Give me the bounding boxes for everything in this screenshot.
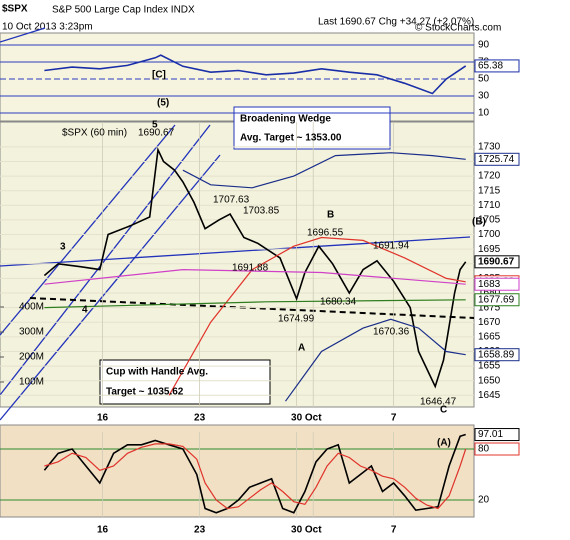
price-label: 1674.99 xyxy=(278,314,315,325)
last-value-label: 97.01 xyxy=(478,429,503,440)
annotation: Cup with Handle Avg. xyxy=(106,367,208,378)
last-value-box xyxy=(474,255,520,269)
last-value-label: 80 xyxy=(478,444,490,455)
last-value-box xyxy=(474,277,520,291)
wedge-box xyxy=(233,106,391,150)
last-price: Last 1690.67 Chg +34.27 (+2.07%) xyxy=(318,17,474,28)
annotation: 5 xyxy=(152,120,158,131)
annotation: C xyxy=(440,405,447,416)
annotation: (5) xyxy=(157,98,169,109)
y2-tick-label: 100M xyxy=(19,377,44,388)
last-value-box xyxy=(474,59,520,73)
annotation: 4 xyxy=(82,305,88,316)
last-value-label: 1725.74 xyxy=(478,154,515,165)
y-tick-label: 10 xyxy=(478,108,490,119)
y-tick-label: 1720 xyxy=(478,171,501,182)
y-tick-label: 1715 xyxy=(478,185,501,196)
x-tick-label: 23 xyxy=(194,525,206,536)
source: © StockCharts.com xyxy=(415,23,501,34)
x-tick-label: 7 xyxy=(391,413,397,424)
x-tick-label: 16 xyxy=(97,413,109,424)
price-label: 1696.55 xyxy=(307,228,344,239)
annotation: Avg. Target ~ 1353.00 xyxy=(240,133,342,144)
last-value-label: 1690.67 xyxy=(478,256,515,267)
series-line xyxy=(44,443,467,510)
last-value-label: 1658.89 xyxy=(478,349,515,360)
x-tick-label: Oct xyxy=(305,413,322,424)
y-tick-label: 1680 xyxy=(478,288,501,299)
last-value-box xyxy=(474,293,520,307)
annotation: [C] xyxy=(152,70,166,81)
y-tick-label: 50 xyxy=(478,74,490,85)
legend-label: $SPX (60 min) xyxy=(62,128,127,139)
index-name: S&P 500 Large Cap Index INDX xyxy=(52,5,195,16)
y-tick-label: 1665 xyxy=(478,331,501,342)
legend-value: 1690.67 xyxy=(138,128,175,139)
datetime: 10 Oct 2013 3:23pm xyxy=(2,22,93,33)
x-tick-label: Oct xyxy=(305,525,322,536)
cup-box xyxy=(99,359,271,405)
oscillator-panel xyxy=(0,424,475,518)
y-tick-label: 30 xyxy=(478,91,490,102)
last-value-box xyxy=(474,428,520,442)
series-line xyxy=(182,152,466,189)
y-tick-label: 1670 xyxy=(478,317,501,328)
x-tick-label: 16 xyxy=(97,525,109,536)
y-tick-label: 1655 xyxy=(478,361,501,372)
symbol: $SPX xyxy=(2,4,28,15)
y-tick-label: 1695 xyxy=(478,244,501,255)
y-tick-label: 20 xyxy=(478,495,490,506)
y-tick-label: 1645 xyxy=(478,390,501,401)
price-label: 1646.47 xyxy=(420,397,457,408)
last-value-label: 1683 xyxy=(478,279,501,290)
annotation: (A) xyxy=(437,438,451,449)
x-tick-label: 30 xyxy=(291,525,303,536)
y-tick-label: 90 xyxy=(478,40,490,51)
last-value-box xyxy=(474,442,520,456)
series-line xyxy=(43,146,467,389)
price-label: 1691.88 xyxy=(232,263,269,274)
series-line xyxy=(44,268,466,285)
y-tick-label: 1705 xyxy=(478,215,501,226)
price-label: 1691.94 xyxy=(373,241,410,252)
price-label: 1680.34 xyxy=(320,297,357,308)
annotation: Target ~ 1035.62 xyxy=(106,387,184,398)
price-label: 1707.63 xyxy=(213,195,250,206)
x-tick-label: 23 xyxy=(194,413,206,424)
y-tick-label: 1730 xyxy=(478,141,501,152)
annotation: A xyxy=(298,343,305,354)
last-value-box xyxy=(474,152,520,166)
y2-tick-label: 300M xyxy=(19,327,44,338)
y-tick-label: 1675 xyxy=(478,302,501,313)
y2-tick-label: 400M xyxy=(19,302,44,313)
y-tick-label: 1700 xyxy=(478,229,501,240)
price-label: 1670.36 xyxy=(373,327,410,338)
series-line xyxy=(44,54,467,95)
annotation: (B) xyxy=(472,217,486,228)
series-line xyxy=(43,433,466,514)
price-label: 1703.85 xyxy=(243,206,280,217)
annotation: 3 xyxy=(60,242,66,253)
rsi-panel xyxy=(0,32,475,122)
last-value-label: 65.38 xyxy=(478,61,503,72)
last-value-box xyxy=(474,348,520,362)
annotation: B xyxy=(327,210,334,221)
series-line xyxy=(168,236,466,396)
last-value-label: 1677.69 xyxy=(478,294,515,305)
x-tick-label: 30 xyxy=(291,413,303,424)
series-line xyxy=(44,299,466,309)
series-line xyxy=(285,318,466,402)
y2-tick-label: 200M xyxy=(19,352,44,363)
y-tick-label: 1650 xyxy=(478,375,501,386)
y-tick-label: 1710 xyxy=(478,200,501,211)
annotation: Broadening Wedge xyxy=(240,114,331,125)
x-tick-label: 7 xyxy=(391,525,397,536)
